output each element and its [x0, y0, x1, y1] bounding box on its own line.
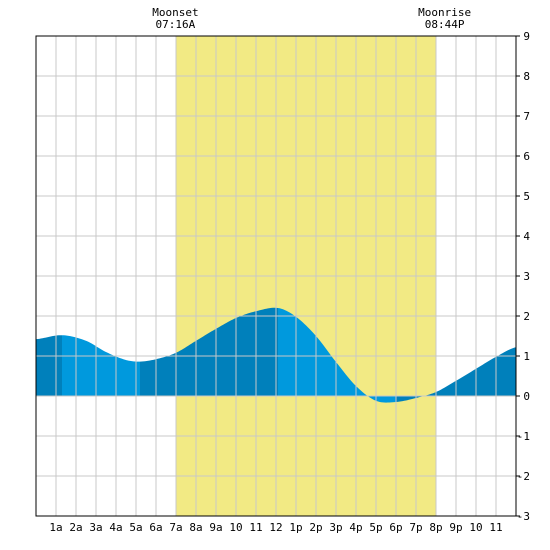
- tide-area-segment: [140, 307, 278, 396]
- x-tick-label: 8p: [429, 521, 442, 534]
- x-tick-label: 6p: [389, 521, 402, 534]
- y-tick-label: 4: [523, 230, 530, 243]
- x-tick-label: 8a: [189, 521, 202, 534]
- moon-event-time: 08:44P: [425, 18, 465, 31]
- y-tick-label: -2: [517, 470, 530, 483]
- x-tick-label: 9p: [449, 521, 462, 534]
- x-tick-label: 2p: [309, 521, 322, 534]
- x-tick-label: 9a: [209, 521, 222, 534]
- x-tick-label: 10: [229, 521, 242, 534]
- x-tick-label: 7a: [169, 521, 182, 534]
- tide-area-segment: [278, 308, 396, 403]
- x-tick-label: 4p: [349, 521, 362, 534]
- y-tick-label: 5: [523, 190, 530, 203]
- tide-area-segment: [62, 335, 140, 396]
- y-tick-label: 9: [523, 30, 530, 43]
- y-tick-label: -1: [517, 430, 530, 443]
- moon-event-title: Moonset: [152, 6, 198, 19]
- x-tick-label: 3a: [89, 521, 102, 534]
- x-tick-label: 7p: [409, 521, 422, 534]
- x-tick-label: 11: [249, 521, 262, 534]
- x-tick-label: 11: [489, 521, 502, 534]
- x-tick-label: 4a: [109, 521, 122, 534]
- x-tick-label: 5p: [369, 521, 382, 534]
- y-tick-label: 6: [523, 150, 530, 163]
- y-tick-label: 8: [523, 70, 530, 83]
- x-tick-label: 1p: [289, 521, 302, 534]
- x-tick-label: 12: [269, 521, 282, 534]
- x-tick-label: 5a: [129, 521, 142, 534]
- x-tick-label: 6a: [149, 521, 162, 534]
- moon-event-title: Moonrise: [418, 6, 471, 19]
- moon-event-time: 07:16A: [156, 18, 196, 31]
- y-tick-label: 7: [523, 110, 530, 123]
- x-tick-label: 1a: [49, 521, 62, 534]
- x-tick-label: 10: [469, 521, 482, 534]
- x-tick-label: 2a: [69, 521, 82, 534]
- y-tick-label: -3: [517, 510, 530, 523]
- y-tick-label: 1: [523, 350, 530, 363]
- tide-area-segment: [36, 335, 62, 396]
- x-tick-label: 3p: [329, 521, 342, 534]
- y-tick-label: 3: [523, 270, 530, 283]
- y-tick-label: 0: [523, 390, 530, 403]
- y-tick-label: 2: [523, 310, 530, 323]
- tide-area-segment: [396, 347, 516, 402]
